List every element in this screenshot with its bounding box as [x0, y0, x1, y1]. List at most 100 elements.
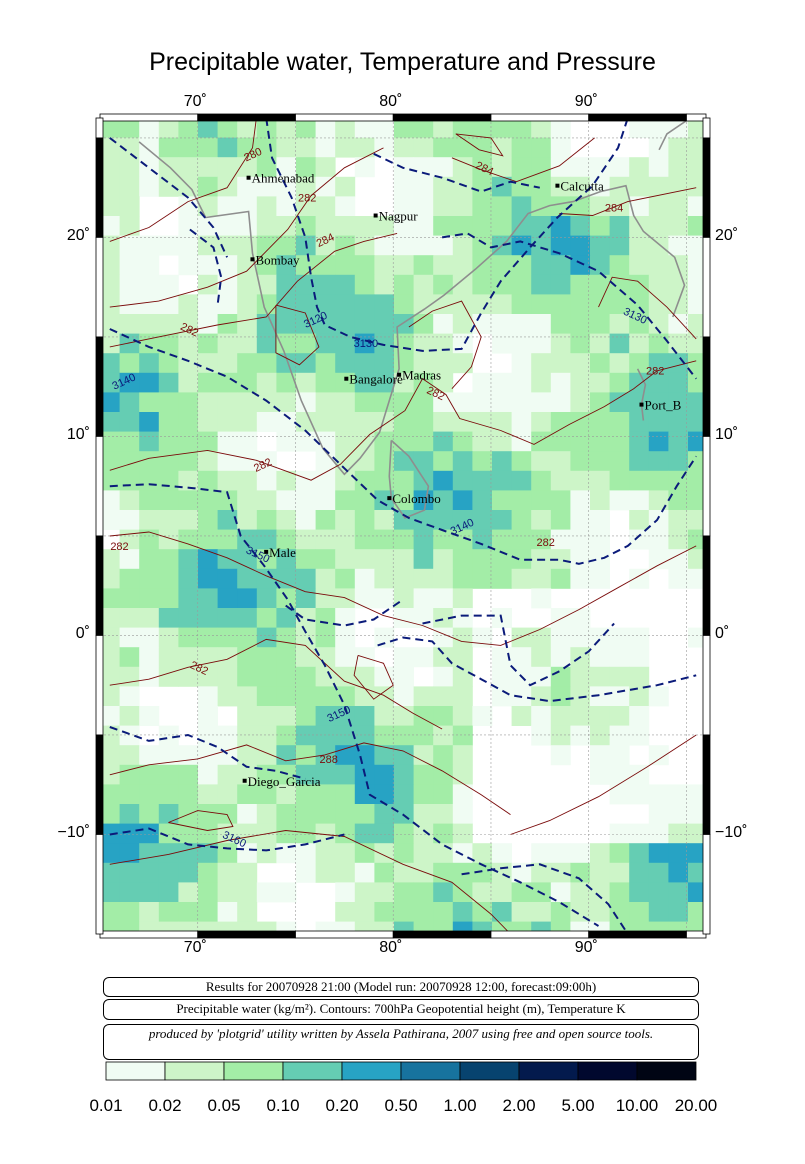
temperature-isoline — [455, 133, 504, 157]
precip-cell — [217, 843, 238, 864]
precip-cell — [119, 804, 140, 824]
precip-cell — [629, 843, 650, 864]
precip-cell — [237, 902, 258, 922]
precip-cell — [511, 706, 532, 726]
precip-cell — [413, 255, 434, 276]
precip-cell — [217, 431, 238, 452]
precip-cell — [354, 745, 375, 766]
precip-cell — [315, 666, 336, 687]
precip-cell — [217, 725, 238, 746]
precip-cell — [315, 294, 336, 315]
precip-cell — [668, 176, 689, 197]
precip-cell — [335, 823, 356, 844]
precip-cell — [472, 431, 493, 452]
precip-cell — [531, 353, 552, 374]
precip-cell — [629, 431, 650, 452]
bottom-border-segment — [295, 930, 394, 939]
precip-cell — [609, 372, 630, 393]
precip-cell — [139, 902, 160, 922]
precip-cell — [100, 902, 120, 922]
precip-cell — [629, 862, 650, 883]
precip-cell — [335, 470, 356, 491]
precip-cell — [570, 274, 591, 295]
temperature-isoline — [109, 830, 511, 934]
precip-cell — [472, 510, 493, 530]
precip-cell — [629, 490, 650, 511]
precip-cell — [198, 529, 218, 550]
precip-cell — [178, 314, 199, 334]
precip-cell — [217, 510, 238, 530]
precip-cell — [511, 412, 532, 432]
precip-cell — [550, 333, 571, 354]
precip-cell — [590, 666, 610, 687]
precip-cell — [296, 510, 316, 530]
colorbar-label: 1.00 — [443, 1096, 477, 1115]
precip-cell — [119, 647, 140, 668]
precip-cell — [158, 451, 179, 472]
precip-cell — [119, 255, 140, 276]
precip-cell — [511, 235, 532, 256]
precip-cell — [217, 216, 238, 236]
precip-cell — [237, 235, 258, 256]
geopotential-isoline — [285, 598, 404, 627]
top-border-segment — [197, 113, 296, 122]
place-label: Madras — [402, 368, 441, 383]
temperature-isoline — [353, 654, 394, 700]
precip-cell — [198, 862, 218, 883]
place-label: Ahmenabad — [252, 171, 315, 186]
precip-cell — [335, 882, 356, 903]
precip-cell — [629, 647, 650, 668]
colorbar-swatch — [459, 1061, 520, 1081]
precip-cell — [511, 470, 532, 491]
precip-cell — [198, 666, 218, 687]
precip-cell — [237, 451, 258, 472]
precip-cell — [158, 608, 179, 628]
precip-cell — [256, 686, 277, 707]
geopotential-isoline — [189, 228, 223, 308]
precip-cell — [452, 647, 473, 668]
precip-cell — [609, 627, 630, 648]
precip-cell — [217, 235, 238, 256]
precip-cell — [570, 431, 591, 452]
precip-cell — [394, 431, 414, 452]
precip-cell — [550, 196, 571, 217]
precip-cell — [296, 588, 316, 609]
precip-cell — [531, 333, 552, 354]
precip-cell — [198, 176, 218, 197]
precip-cell — [276, 314, 297, 334]
precip-cell — [688, 510, 706, 530]
contour-label: 284 — [605, 203, 623, 215]
precip-cell — [433, 608, 454, 628]
precip-cell — [452, 843, 473, 864]
precip-cell — [139, 274, 160, 295]
precip-cell — [413, 216, 434, 236]
geopotential-isoline — [461, 863, 629, 934]
contour-label: 282 — [110, 541, 128, 553]
precip-cell — [492, 255, 512, 276]
precip-cell — [178, 588, 199, 609]
precip-cell — [335, 725, 356, 746]
temperature-isoline — [559, 187, 697, 216]
precip-cell — [492, 510, 512, 530]
colorbar-label: 0.20 — [325, 1096, 359, 1115]
precip-cell — [472, 372, 493, 393]
precip-cell — [119, 764, 140, 785]
precip-cell — [609, 764, 630, 785]
precip-cell — [413, 764, 434, 785]
precip-cell — [296, 804, 316, 824]
precip-cell — [335, 804, 356, 824]
precip-cell — [394, 255, 414, 276]
precip-cell — [688, 412, 706, 432]
precip-cell — [276, 882, 297, 903]
precip-cell — [394, 235, 414, 256]
precip-cell — [374, 451, 395, 472]
precip-cell — [492, 431, 512, 452]
precip-cell — [668, 823, 689, 844]
precip-cell — [276, 764, 297, 785]
precip-cell — [315, 549, 336, 570]
precip-cell — [433, 745, 454, 766]
precip-cell — [276, 274, 297, 295]
precip-cell — [119, 706, 140, 726]
precip-cell — [433, 118, 454, 138]
precip-cell — [688, 902, 706, 922]
